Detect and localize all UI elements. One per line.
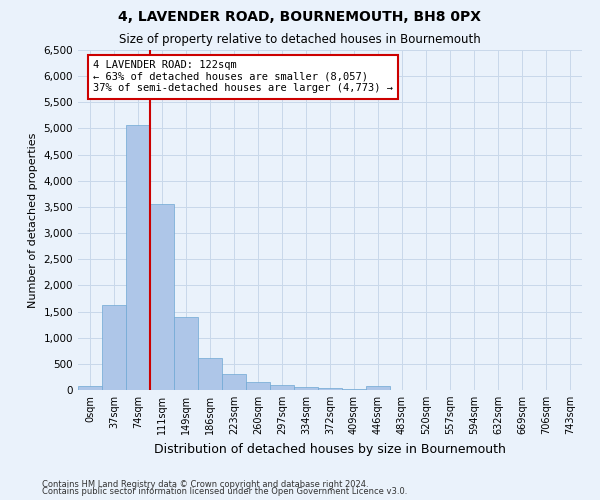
Text: Contains HM Land Registry data © Crown copyright and database right 2024.: Contains HM Land Registry data © Crown c… (42, 480, 368, 489)
Bar (150, 204, 174, 390)
Bar (174, 317, 198, 390)
Bar (126, 126, 150, 390)
Bar (198, 358, 222, 390)
Bar (246, 382, 270, 390)
Bar (318, 388, 342, 390)
Bar (270, 386, 294, 390)
Text: 4, LAVENDER ROAD, BOURNEMOUTH, BH8 0PX: 4, LAVENDER ROAD, BOURNEMOUTH, BH8 0PX (119, 10, 482, 24)
Bar (102, 306, 126, 390)
Text: Size of property relative to detached houses in Bournemouth: Size of property relative to detached ho… (119, 32, 481, 46)
Bar (78, 386, 102, 390)
Bar (366, 386, 390, 390)
Bar (294, 387, 318, 390)
Text: Contains public sector information licensed under the Open Government Licence v3: Contains public sector information licen… (42, 487, 407, 496)
X-axis label: Distribution of detached houses by size in Bournemouth: Distribution of detached houses by size … (154, 442, 506, 456)
Bar (342, 389, 366, 390)
Text: 4 LAVENDER ROAD: 122sqm
← 63% of detached houses are smaller (8,057)
37% of semi: 4 LAVENDER ROAD: 122sqm ← 63% of detache… (93, 60, 393, 94)
Bar (222, 374, 246, 390)
Y-axis label: Number of detached properties: Number of detached properties (28, 132, 38, 308)
